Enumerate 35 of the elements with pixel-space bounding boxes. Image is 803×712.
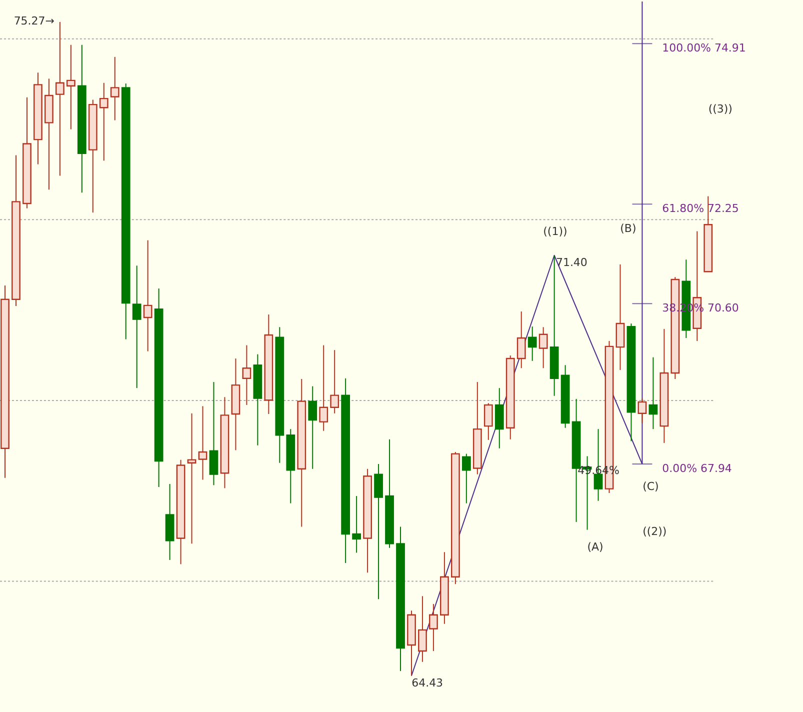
candlestick xyxy=(143,240,152,352)
candlestick xyxy=(374,464,383,600)
candlestick xyxy=(538,326,548,369)
candlestick xyxy=(638,398,647,424)
annotation: (B) xyxy=(620,222,636,235)
candlestick xyxy=(99,82,108,162)
candlestick xyxy=(308,386,318,470)
annotation: 75.27→ xyxy=(14,14,54,28)
candlestick xyxy=(110,56,120,121)
annotation: ((1)) xyxy=(543,224,568,238)
candlestick xyxy=(528,326,537,362)
candlestick xyxy=(429,603,438,652)
candlestick xyxy=(132,265,142,389)
candlestick xyxy=(187,412,196,544)
candlestick xyxy=(319,344,328,432)
candlestick xyxy=(242,344,252,406)
candlestick xyxy=(418,596,427,662)
candlestick xyxy=(352,496,361,554)
candlestick xyxy=(66,44,76,130)
annotation: (A) xyxy=(587,540,604,554)
candlestick xyxy=(484,402,493,440)
annotation: 64.43 xyxy=(412,676,444,690)
annotation: ((3)) xyxy=(708,102,732,116)
ref-line-label: 0.00% 67.94 xyxy=(662,462,732,476)
candlestick xyxy=(616,264,625,370)
candlestick xyxy=(516,310,526,369)
ref-line-label: 100.00% 74.91 xyxy=(662,42,746,55)
annotation: ((2)) xyxy=(642,524,667,538)
candlestick xyxy=(330,350,340,414)
candlestick xyxy=(55,21,64,176)
annotation: (C) xyxy=(642,480,659,494)
candlestick xyxy=(198,406,208,480)
candlestick xyxy=(209,382,218,486)
candlestick xyxy=(462,453,471,504)
candlestick xyxy=(648,356,658,430)
